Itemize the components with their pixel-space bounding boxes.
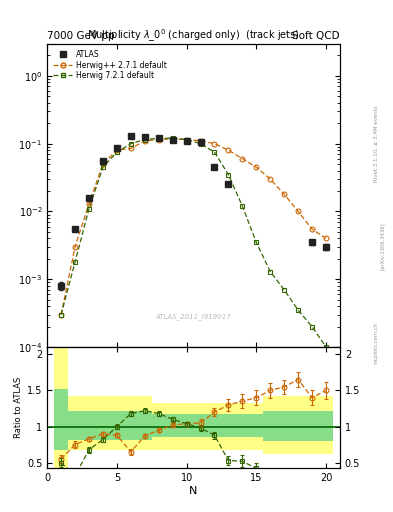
Text: 7000 GeV pp: 7000 GeV pp [47,31,115,41]
Title: Multiplicity $\lambda\_0^0$ (charged only)  (track jets): Multiplicity $\lambda\_0^0$ (charged onl… [87,27,300,44]
Text: Rivet 3.1.10, ≥ 3.4M events: Rivet 3.1.10, ≥ 3.4M events [374,105,378,182]
Text: ATLAS_2011_I919017: ATLAS_2011_I919017 [156,313,231,320]
Legend: ATLAS, Herwig++ 2.7.1 default, Herwig 7.2.1 default: ATLAS, Herwig++ 2.7.1 default, Herwig 7.… [50,47,170,83]
Text: Soft QCD: Soft QCD [292,31,340,41]
X-axis label: N: N [189,486,198,496]
Text: mcplots.cern.ch: mcplots.cern.ch [374,322,378,364]
Text: [arXiv:1306.3436]: [arXiv:1306.3436] [380,222,384,270]
Y-axis label: Ratio to ATLAS: Ratio to ATLAS [14,377,23,438]
